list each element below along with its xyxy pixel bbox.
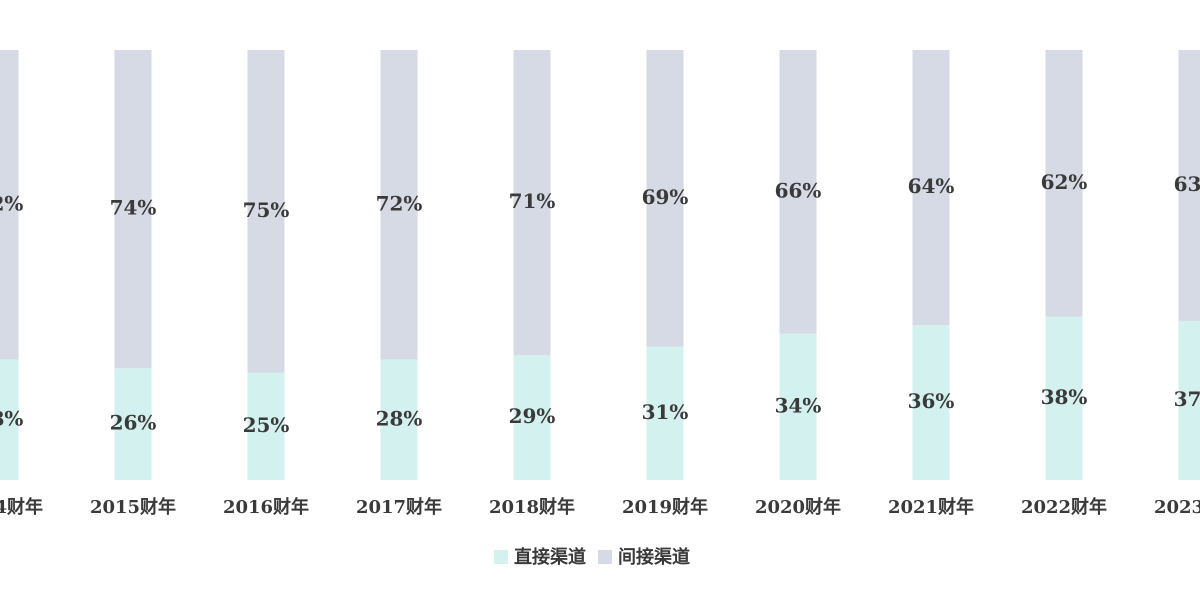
bar-segment <box>380 50 418 360</box>
value-label: 71% <box>509 189 556 213</box>
bar-segment <box>513 50 551 356</box>
x-tick-label: 2018财年 <box>489 496 575 518</box>
value-label: 34% <box>775 393 822 417</box>
bar-segment <box>646 346 684 480</box>
bar-segment <box>247 372 285 480</box>
bar-segment <box>779 50 817 334</box>
bar-segment <box>1045 316 1083 480</box>
x-tick-label: 2015财年 <box>90 496 176 518</box>
x-tick-label: 2020财年 <box>755 496 841 518</box>
bar-segment <box>646 50 684 347</box>
value-label: 66% <box>775 178 822 202</box>
bar-segment <box>912 50 950 326</box>
value-label: 28% <box>376 406 423 430</box>
bar-segment <box>114 50 152 369</box>
value-label: 25% <box>243 413 290 437</box>
value-label: 38% <box>1041 385 1088 409</box>
value-label: 72% <box>0 191 23 215</box>
value-label: 62% <box>1041 170 1088 194</box>
bar-segment <box>380 359 418 480</box>
value-label: 69% <box>642 185 689 209</box>
bar-segment <box>1045 50 1083 317</box>
value-label: 72% <box>376 191 423 215</box>
x-tick-label: 2014财年 <box>0 496 43 518</box>
value-label: 28% <box>0 406 23 430</box>
value-label: 75% <box>243 198 290 222</box>
bar-segment <box>912 325 950 480</box>
x-tick-label: 2023财年 <box>1154 496 1200 518</box>
bar-segment <box>779 333 817 480</box>
value-label: 26% <box>110 411 157 435</box>
legend-swatch <box>598 550 612 564</box>
bar-segment <box>0 359 19 480</box>
bar-segment <box>1178 320 1200 480</box>
value-label: 74% <box>110 196 157 220</box>
bar-segment <box>114 368 152 480</box>
x-tick-label: 2021财年 <box>888 496 974 518</box>
x-tick-label: 2017财年 <box>356 496 442 518</box>
bar-segment <box>513 355 551 480</box>
x-tick-label: 2019财年 <box>622 496 708 518</box>
value-label: 31% <box>642 400 689 424</box>
value-label: 64% <box>908 174 955 198</box>
legend-label: 间接渠道 <box>618 546 690 568</box>
value-label: 63% <box>1174 172 1200 196</box>
value-label: 36% <box>908 389 955 413</box>
legend-label: 直接渠道 <box>514 546 586 568</box>
bar-segment <box>0 50 19 360</box>
legend-swatch <box>494 550 508 564</box>
x-tick-label: 2016财年 <box>223 496 309 518</box>
value-label: 37% <box>1174 387 1200 411</box>
value-label: 29% <box>509 404 556 428</box>
bar-segment <box>1178 50 1200 321</box>
x-tick-label: 2022财年 <box>1021 496 1107 518</box>
bar-segment <box>247 50 285 373</box>
